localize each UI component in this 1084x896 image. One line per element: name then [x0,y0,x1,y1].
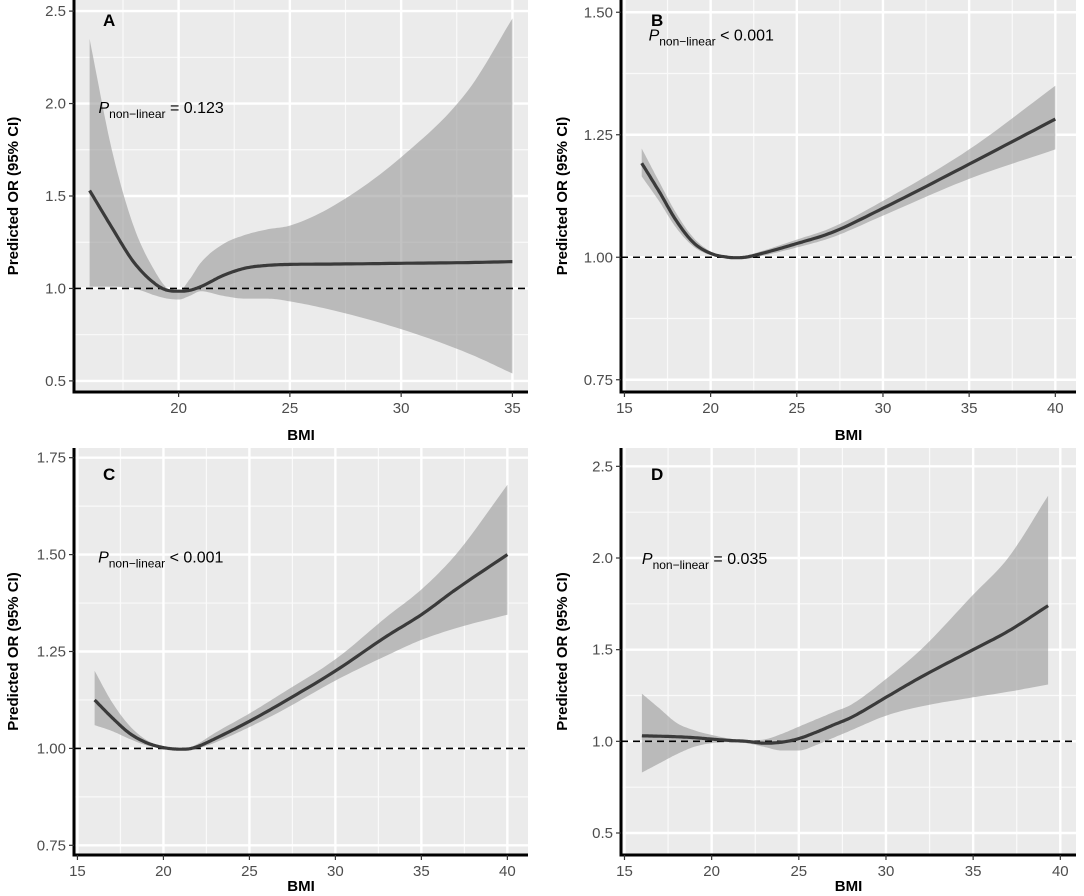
y-tick-label: 1.25 [584,127,613,144]
y-tick-label: 1.0 [45,280,66,297]
y-tick-label: 2.0 [45,96,66,113]
p-symbol: P [98,550,109,567]
p-value: < 0.001 [165,550,223,567]
y-tick-label: 1.50 [37,547,66,564]
p-subscript: non−linear [109,557,165,571]
or-curve [640,117,1057,260]
p-value: = 0.123 [166,100,224,117]
y-axis-title: Predicted OR (95% CI) [554,117,571,275]
y-tick-label: 1.25 [37,644,66,661]
or-curve [641,604,1049,745]
x-tick-label: 20 [155,863,172,880]
x-tick-label: 20 [170,400,187,417]
x-tick-label: 35 [961,400,978,417]
y-tick-label: 1.00 [584,249,613,266]
y-axis-title: Predicted OR (95% CI) [554,572,571,730]
x-tick-label: 25 [790,863,807,880]
x-tick-label: 40 [499,863,516,880]
x-tick-label: 20 [703,863,720,880]
p-subscript: non−linear [659,34,715,48]
p-symbol: P [98,100,109,117]
y-tick-label: 2.5 [45,3,66,20]
p-value: = 0.035 [709,551,767,568]
y-tick-label: 1.5 [592,642,613,659]
x-tick-label: 30 [875,400,892,417]
x-axis-title: BMI [835,878,863,895]
x-axis-title: BMI [287,878,315,895]
panel-d: 0.5 1.0 1.5 2.0 2.5 15 20 25 30 35 40 BMI Predicted … [554,448,1076,895]
y-tick-label: 1.0 [592,733,613,750]
y-tick-label: 1.50 [584,4,613,21]
panel-label: C [103,465,115,484]
y-tick-label: 1.75 [37,450,66,467]
x-tick-label: 15 [69,863,86,880]
x-tick-label: 40 [1047,400,1064,417]
y-axis-title: Predicted OR (95% CI) [5,117,22,275]
panel-c: 0.75 1.00 1.25 1.50 1.75 15 20 25 30 35 40 BMI Predi… [5,448,528,895]
y-tick-label: 0.5 [45,373,66,390]
y-tick-label: 1.5 [45,188,66,205]
x-tick-label: 30 [393,400,410,417]
x-tick-label: 30 [878,863,895,880]
confidence-band [89,18,513,374]
panel-b: 0.75 1.00 1.25 1.50 15 20 25 30 35 40 BMI Predicted… [554,0,1076,444]
x-tick-label: 35 [965,863,982,880]
y-tick-label: 1.00 [37,740,66,757]
p-subscript: non−linear [653,558,709,572]
p-value: < 0.001 [716,27,774,44]
x-tick-label: 20 [702,400,719,417]
panel-label: D [651,465,663,484]
x-tick-label: 15 [616,400,633,417]
x-tick-label: 15 [616,863,633,880]
p-symbol: P [642,551,653,568]
x-axis-title: BMI [287,427,315,444]
x-tick-label: 35 [504,400,521,417]
y-tick-label: 0.75 [37,837,66,854]
p-value-annotation: Pnon−linear < 0.001 [649,27,774,48]
p-value-annotation: Pnon−linear = 0.123 [98,100,223,121]
y-tick-label: 0.5 [592,825,613,842]
x-axis-title: BMI [835,427,863,444]
or-curve [93,553,509,751]
panel-label: A [103,11,115,30]
confidence-band [94,484,508,750]
x-tick-label: 35 [413,863,430,880]
x-tick-label: 30 [327,863,344,880]
p-value-annotation: Pnon−linear < 0.001 [98,550,223,571]
x-tick-label: 25 [241,863,258,880]
x-tick-label: 25 [282,400,299,417]
x-tick-label: 25 [788,400,805,417]
y-tick-label: 0.75 [584,372,613,389]
x-tick-label: 40 [1052,863,1069,880]
y-tick-label: 2.0 [592,550,613,567]
p-value-annotation: Pnon−linear = 0.035 [642,551,767,572]
or-curve [88,189,513,293]
confidence-band [641,495,1049,773]
panel-a: 0.5 1.0 1.5 2.0 2.5 20 25 30 35 BMI Predicted OR (… [5,0,528,444]
y-axis-title: Predicted OR (95% CI) [5,572,22,730]
p-subscript: non−linear [109,107,165,121]
y-tick-label: 2.5 [592,458,613,475]
p-symbol: P [649,27,660,44]
panel-label: B [651,11,663,30]
